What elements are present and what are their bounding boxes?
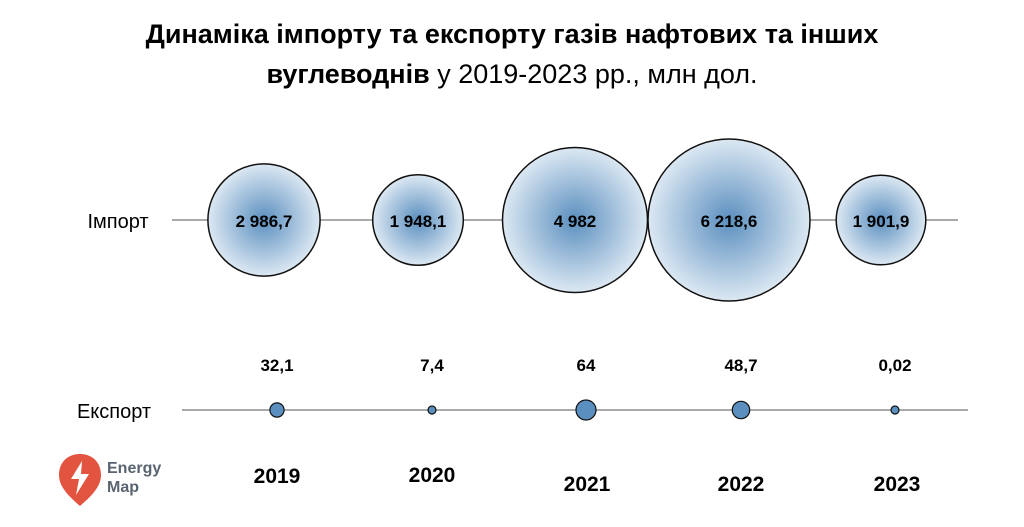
import-value-label-2020: 1 948,1: [390, 212, 447, 231]
export-value-label-2021: 64: [577, 356, 596, 375]
export-value-label-2020: 7,4: [420, 356, 444, 375]
logo-line2: Map: [107, 479, 139, 496]
export-marker-2023: [890, 405, 900, 415]
import-value-label-2023: 1 901,9: [853, 212, 910, 231]
logo-line1: Energy: [107, 460, 162, 477]
chart-title: Динаміка імпорту та експорту газів нафто…: [0, 14, 1024, 94]
year-label-2020: 2020: [409, 464, 456, 487]
title-line2-rest: у 2019-2023 рр., млн дол.: [437, 59, 758, 89]
import-bubble-2019: [207, 163, 321, 277]
import-value-label-2022: 6 218,6: [701, 212, 758, 231]
year-label-2021: 2021: [564, 473, 611, 496]
export-marker-2022: [731, 400, 751, 420]
import-value-label-2021: 4 982: [554, 212, 597, 231]
import-value-label-2019: 2 986,7: [236, 212, 293, 231]
export-row-label: Експорт: [77, 401, 151, 423]
year-label-2022: 2022: [718, 473, 765, 496]
import-bubble-2023: [835, 174, 927, 266]
year-label-2019: 2019: [254, 465, 301, 488]
import-series: 2 986,7 1 948,1 4 982 6 218,6 1 901,9: [207, 138, 927, 302]
import-bubble-2022: [647, 138, 811, 302]
energy-map-logo: Energy Map: [57, 452, 187, 508]
export-value-label-2019: 32,1: [260, 356, 293, 375]
x-axis-labels: 2019 2020 2021 2022 2023: [254, 464, 921, 496]
export-value-label-2022: 48,7: [724, 356, 757, 375]
export-series: 32,1 7,4 64 48,7 0,02: [260, 356, 912, 421]
import-row-label: Імпорт: [87, 211, 148, 233]
title-line2-bold: вуглеводнів: [266, 59, 430, 89]
export-marker-2021: [575, 399, 597, 421]
export-value-label-2023: 0,02: [878, 356, 911, 375]
year-label-2023: 2023: [874, 473, 921, 496]
export-marker-2020: [427, 405, 437, 415]
title-line1: Динаміка імпорту та експорту газів нафто…: [145, 19, 879, 49]
export-marker-2019: [269, 402, 285, 418]
import-bubble-2020: [371, 173, 465, 267]
lightning-pin-icon: [59, 454, 101, 506]
